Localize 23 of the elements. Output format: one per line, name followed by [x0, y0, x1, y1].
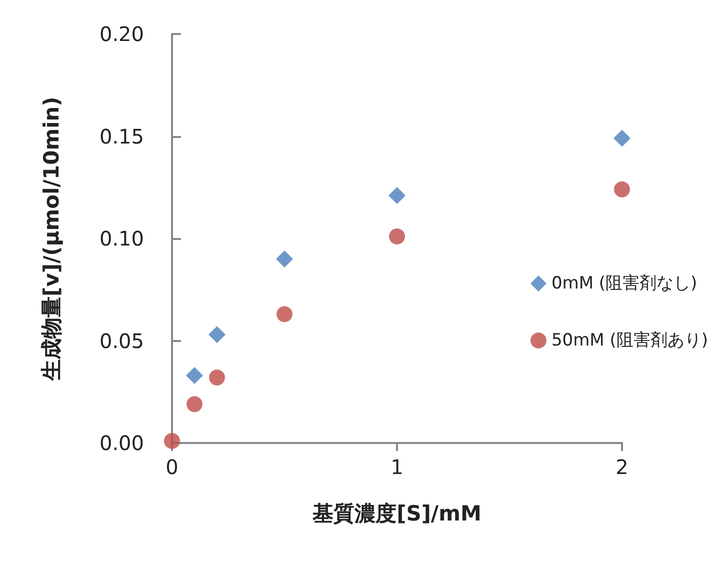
y-axis-title: 生成物量[v]/(μmol/10min) — [40, 96, 64, 382]
y-tick-label: 0.05 — [99, 328, 144, 353]
point — [276, 306, 292, 322]
legend-label: 0mM (阻害剤なし) — [551, 274, 698, 294]
point — [209, 370, 225, 386]
point — [208, 326, 226, 344]
point — [186, 367, 203, 384]
x-tick-label: 1 — [390, 455, 404, 479]
point — [276, 250, 293, 268]
x-tick-label: 2 — [616, 455, 628, 479]
legend-label: 50mM (阻害剤あり) — [551, 330, 708, 350]
y-tick-label: 0.15 — [99, 124, 144, 148]
point — [164, 432, 180, 449]
point — [186, 396, 202, 412]
y-tick-label: 0.00 — [99, 431, 144, 455]
point — [389, 228, 405, 244]
y-tick-label: 0.20 — [99, 22, 144, 46]
y-tick-label: 0.10 — [99, 226, 144, 250]
x-axis-title: 基質濃度[S]/mM — [312, 502, 482, 526]
point — [614, 130, 630, 147]
point — [388, 187, 406, 204]
x-tick-label: 0 — [166, 455, 178, 479]
point — [614, 181, 630, 198]
